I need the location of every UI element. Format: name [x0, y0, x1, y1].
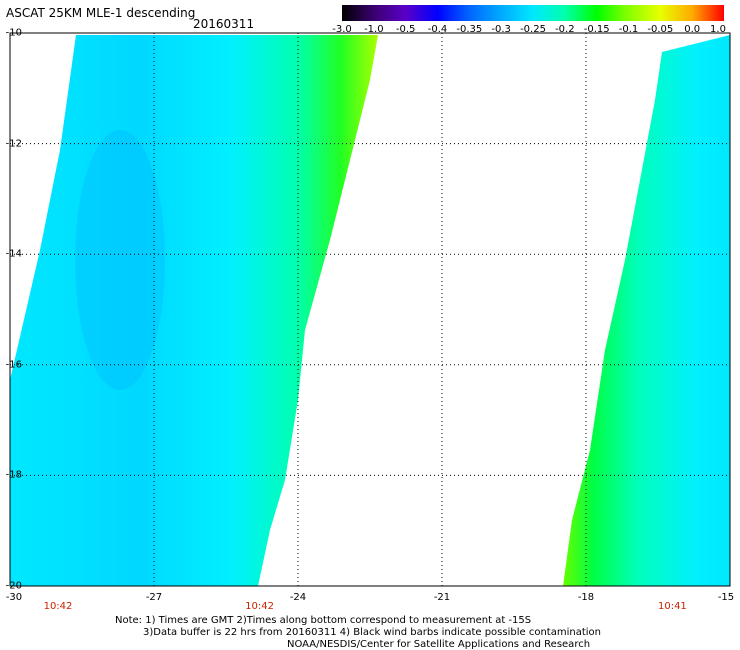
colorbar-label: -0.15 [583, 24, 610, 35]
time-label: 10:41 [657, 601, 687, 612]
colorbar-label: -3.0 [332, 24, 352, 35]
time-label: 10:42 [245, 601, 275, 612]
lon-label: -15 [717, 592, 735, 603]
colorbar-label: -0.35 [456, 24, 483, 35]
time-label: 10:42 [43, 601, 73, 612]
lon-label: -30 [5, 592, 23, 603]
colorbar-label: -0.25 [520, 24, 546, 35]
lon-label: -24 [289, 592, 307, 603]
swath-west [10, 35, 378, 586]
satellite-swaths [10, 35, 730, 586]
map-frame [9, 32, 731, 587]
lat-label: -20 [5, 580, 22, 592]
swath-east [563, 35, 730, 586]
lon-label: -18 [577, 592, 595, 603]
colorbar-label: -0.1 [618, 24, 639, 35]
colorbar-label: -0.4 [427, 24, 448, 35]
lat-label: -10 [5, 27, 22, 39]
colorbar-label: -0.2 [555, 24, 575, 35]
lat-label: -18 [5, 469, 22, 481]
colorbar-label: 0.0 [684, 24, 701, 35]
colorbar [342, 5, 724, 21]
colorbar-label: -0.05 [647, 24, 674, 35]
map-date: 20160311 [193, 17, 255, 31]
note-line-1: Note: 1) Times are GMT 2)Times along bot… [115, 615, 532, 626]
note-line-3: NOAA/NESDIS/Center for Satellite Applica… [287, 639, 591, 650]
low-value-region [75, 130, 165, 390]
lon-label: -21 [433, 592, 451, 603]
colorbar-gradient [342, 5, 724, 21]
colorbar-label: -0.5 [395, 24, 416, 35]
colorbar-label: -0.3 [491, 24, 511, 35]
map-title: ASCAT 25KM MLE-1 descending [6, 6, 196, 20]
colorbar-label: 1.0 [710, 24, 726, 35]
lat-label: -16 [5, 359, 22, 371]
lat-label: -12 [5, 138, 22, 150]
lat-label: -14 [5, 248, 22, 260]
colorbar-label: -1.0 [364, 24, 384, 35]
lon-label: -27 [145, 592, 163, 603]
lat-lon-grid [10, 33, 730, 586]
note-line-2: 3)Data buffer is 22 hrs from 20160311 4)… [143, 627, 601, 638]
